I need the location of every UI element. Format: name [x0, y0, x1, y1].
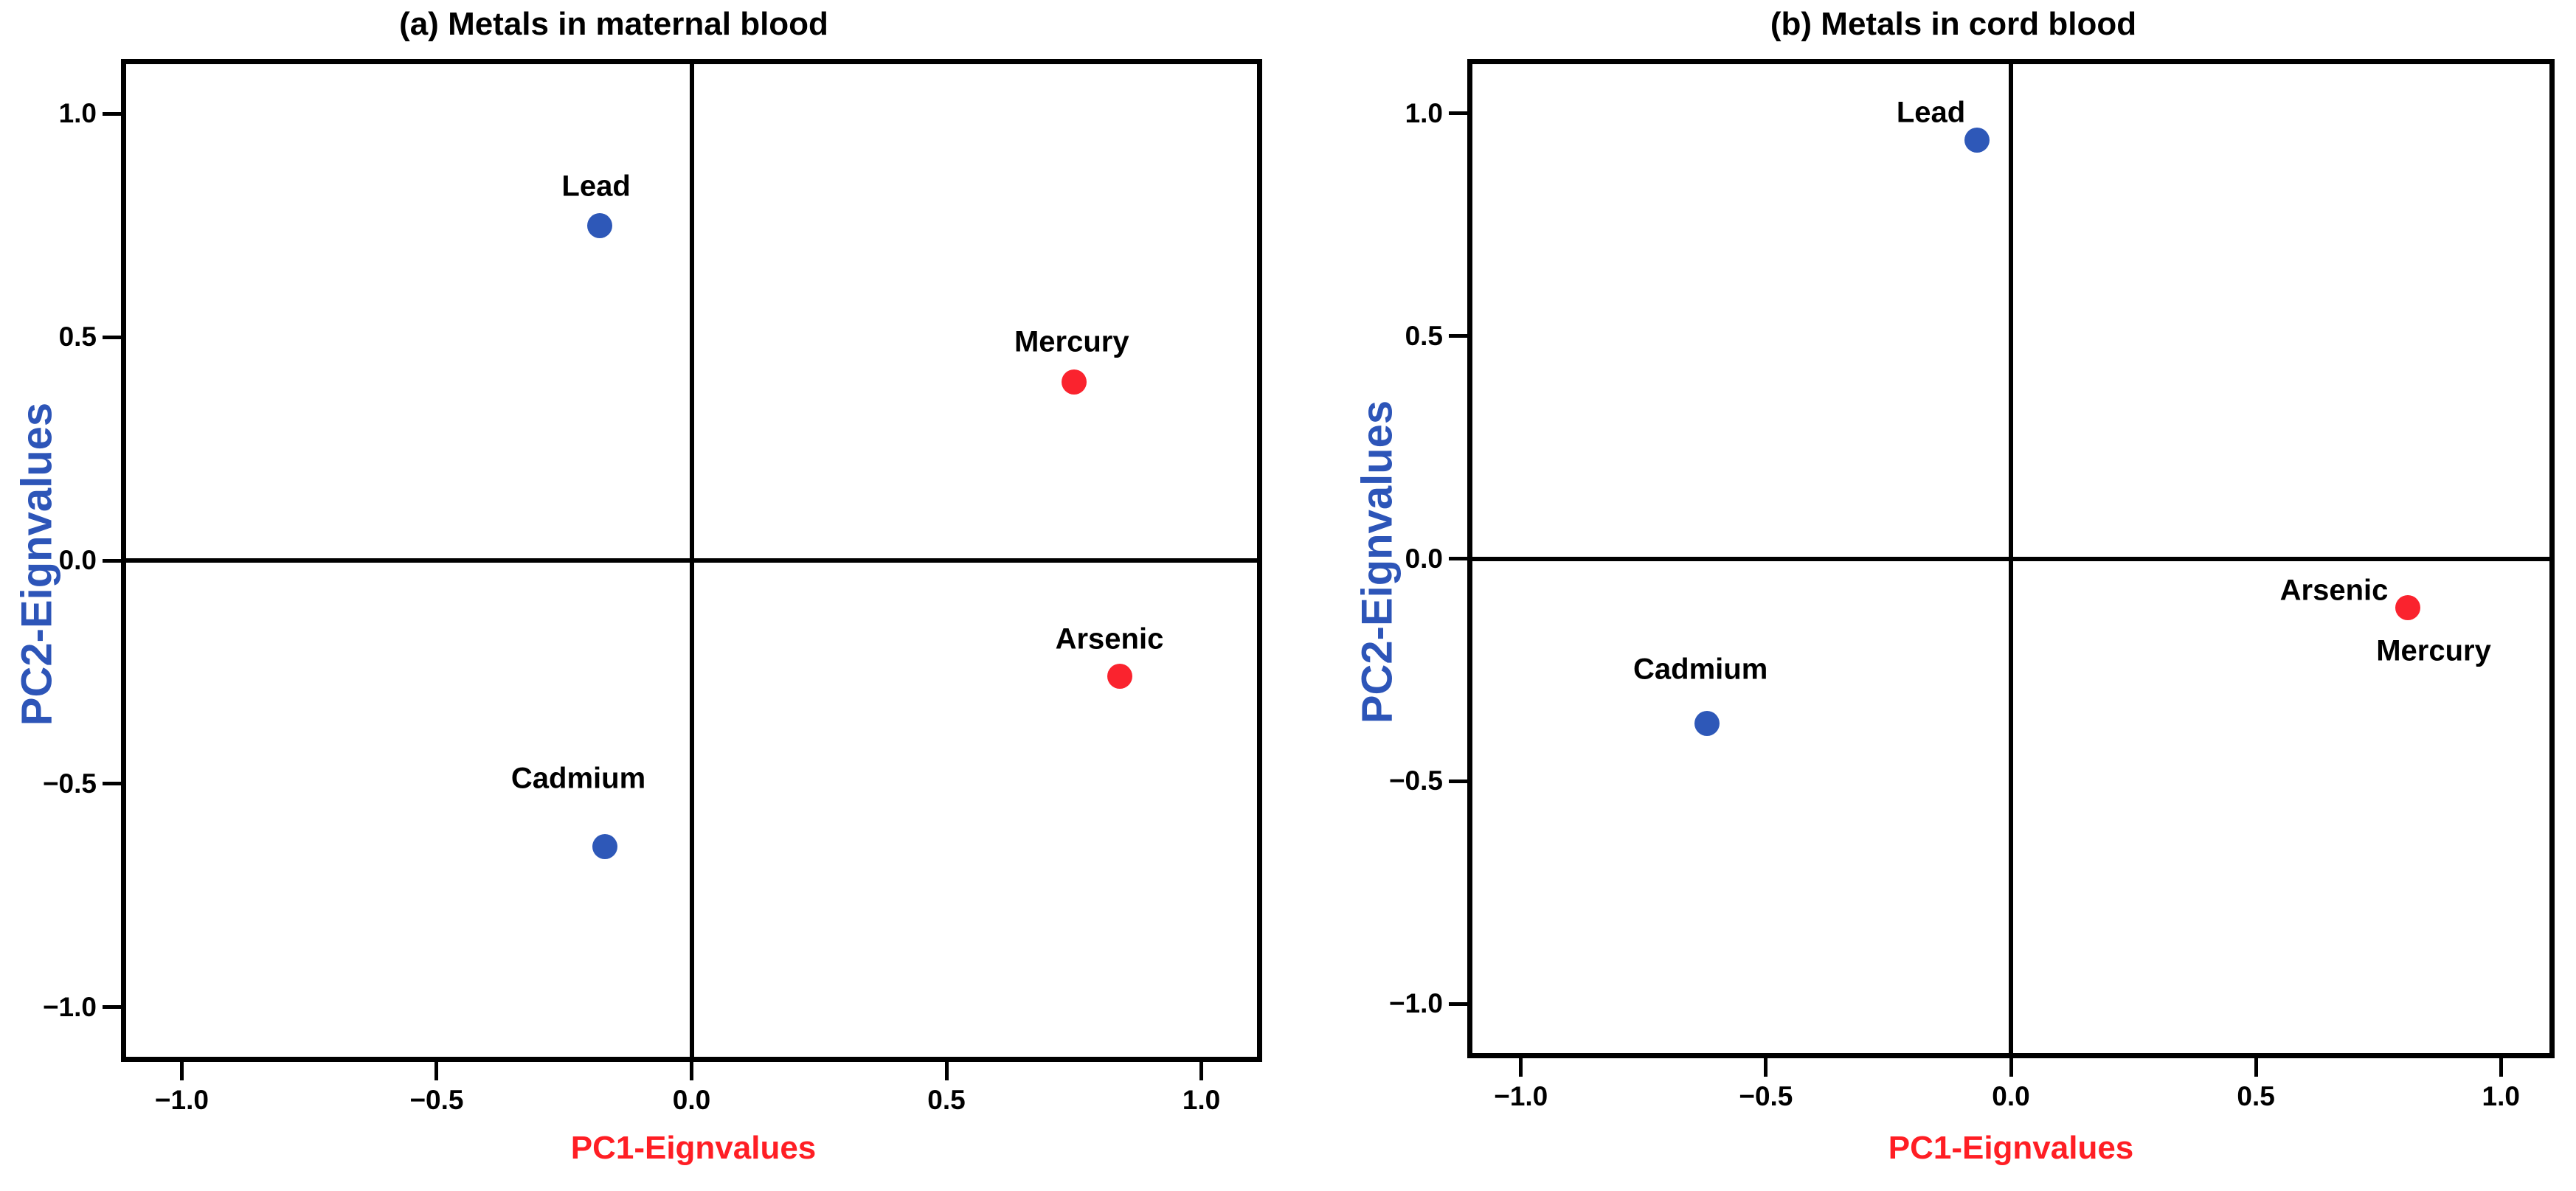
point-mercury-a — [1061, 369, 1087, 395]
point-arsenic-b — [2395, 594, 2421, 620]
panel-a-x-tick-label: 0.5 — [927, 1085, 966, 1115]
point-label-arsenic-a: Arsenic — [1055, 622, 1164, 656]
panel-b-x-tick-label: 1.0 — [2482, 1081, 2520, 1111]
panel-a-x-tick-label: −0.5 — [409, 1085, 464, 1115]
panel-b-y-tick — [1449, 557, 1467, 560]
panel-b-y-tick — [1449, 779, 1467, 783]
panel-a-x-tick — [944, 1062, 949, 1080]
panel-b-y-tick-label: 0.0 — [1405, 543, 1443, 574]
panel-b-y0-reference-line — [1469, 556, 2552, 561]
point-label-lead-b: Lead — [1896, 96, 1966, 129]
panel-a-y0-reference-line — [123, 558, 1260, 563]
panel-b-x-tick — [2254, 1058, 2258, 1077]
panel-b-x-tick-label: 0.0 — [1992, 1081, 2030, 1111]
panel-a-y-tick-label: 0.0 — [58, 545, 97, 575]
point-label-lead-a: Lead — [561, 170, 631, 203]
panel-a-y-tick — [103, 558, 121, 563]
panel-b-y-tick — [1449, 334, 1467, 338]
panel-a-y-tick — [103, 782, 121, 786]
point-cadmium-a — [592, 833, 618, 859]
panel-b-x-axis-label: PC1-Eignvalues — [1888, 1130, 2134, 1166]
panel-b-x-tick — [1519, 1058, 1523, 1077]
panel-a-x-tick-label: 1.0 — [1182, 1085, 1221, 1115]
panel-a-y-tick — [103, 1005, 121, 1010]
point-label-cadmium-a: Cadmium — [510, 762, 646, 795]
point-arsenic-a — [1107, 664, 1132, 690]
panel-b-y-tick — [1449, 111, 1467, 116]
point-label-mercury-b: Mercury — [2376, 634, 2491, 667]
panel-b-y-tick-label: −1.0 — [1388, 988, 1443, 1019]
panel-a-x-tick — [179, 1062, 184, 1080]
panel-a-y-tick-label: −0.5 — [42, 768, 97, 799]
panel-b-y-tick-label: −0.5 — [1388, 765, 1443, 796]
panel-b-x-tick-label: −1.0 — [1494, 1081, 1548, 1111]
point-cadmium-b — [1694, 710, 1720, 736]
panel-a-y-tick-label: 0.5 — [58, 322, 97, 353]
panel-b-y-tick-label: 1.0 — [1405, 97, 1443, 128]
panel-b-x-tick-label: 0.5 — [2237, 1081, 2275, 1111]
point-label-arsenic-b: Arsenic — [2279, 574, 2389, 607]
panel-b-x-tick — [2009, 1058, 2013, 1077]
panel-a-x-tick — [1199, 1062, 1204, 1080]
panel-a-x-axis-label: PC1-Eignvalues — [570, 1130, 817, 1166]
point-label-mercury-a: Mercury — [1014, 325, 1129, 358]
panel-a-x-tick-label: −1.0 — [154, 1085, 209, 1115]
panel-a-y-tick — [103, 335, 121, 339]
panel-b-y-tick — [1449, 1001, 1467, 1006]
panel-a-y-tick-label: −1.0 — [42, 991, 97, 1022]
panel-b-y-tick-label: 0.5 — [1405, 320, 1443, 351]
panel-a-x-tick — [690, 1062, 693, 1080]
point-lead-a — [587, 212, 613, 238]
panel-b-title: (b) Metals in cord blood — [1770, 6, 2137, 42]
point-label-cadmium-b: Cadmium — [1633, 653, 1768, 686]
panel-b-x-tick — [1764, 1058, 1768, 1077]
panel-b-x-tick-label: −0.5 — [1739, 1081, 1793, 1111]
panel-a-y-tick-label: 1.0 — [58, 98, 97, 129]
panel-a-y-tick — [103, 111, 121, 116]
panel-a-x-tick — [434, 1062, 439, 1080]
panel-b-y-axis-label: PC2-Eignvalues — [1353, 400, 1402, 724]
panel-b-x-tick — [2499, 1058, 2503, 1077]
point-lead-b — [1964, 127, 1990, 153]
panel-a-title: (a) Metals in maternal blood — [399, 6, 828, 42]
panel-a-y-axis-label: PC2-Eignvalues — [13, 402, 61, 726]
panel-a-x-tick-label: 0.0 — [672, 1085, 711, 1115]
